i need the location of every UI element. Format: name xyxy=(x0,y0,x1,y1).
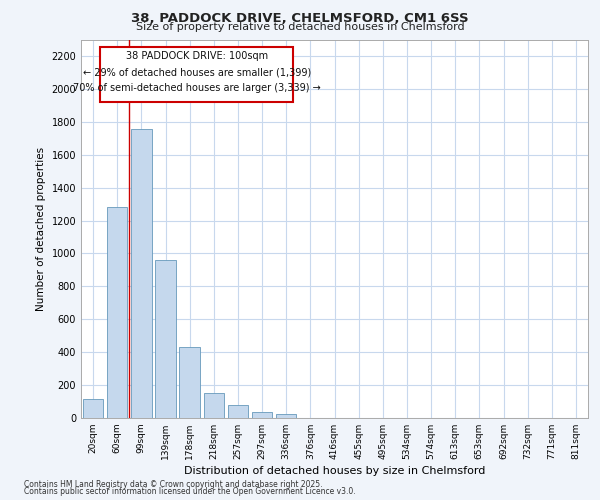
Text: 38 PADDOCK DRIVE: 100sqm: 38 PADDOCK DRIVE: 100sqm xyxy=(126,52,268,62)
X-axis label: Distribution of detached houses by size in Chelmsford: Distribution of detached houses by size … xyxy=(184,466,485,475)
Text: ← 29% of detached houses are smaller (1,399): ← 29% of detached houses are smaller (1,… xyxy=(83,67,311,77)
Text: Size of property relative to detached houses in Chelmsford: Size of property relative to detached ho… xyxy=(136,22,464,32)
Bar xyxy=(276,414,296,418)
Text: Contains HM Land Registry data © Crown copyright and database right 2025.: Contains HM Land Registry data © Crown c… xyxy=(24,480,323,489)
Bar xyxy=(252,412,272,418)
Bar xyxy=(203,393,224,417)
Bar xyxy=(107,208,127,418)
Y-axis label: Number of detached properties: Number of detached properties xyxy=(36,146,46,311)
Text: 38, PADDOCK DRIVE, CHELMSFORD, CM1 6SS: 38, PADDOCK DRIVE, CHELMSFORD, CM1 6SS xyxy=(131,12,469,26)
FancyBboxPatch shape xyxy=(100,46,293,102)
Bar xyxy=(179,347,200,418)
Text: 70% of semi-detached houses are larger (3,339) →: 70% of semi-detached houses are larger (… xyxy=(73,82,321,92)
Text: Contains public sector information licensed under the Open Government Licence v3: Contains public sector information licen… xyxy=(24,487,356,496)
Bar xyxy=(131,128,152,418)
Bar xyxy=(83,400,103,417)
Bar xyxy=(155,260,176,418)
Bar xyxy=(227,405,248,417)
